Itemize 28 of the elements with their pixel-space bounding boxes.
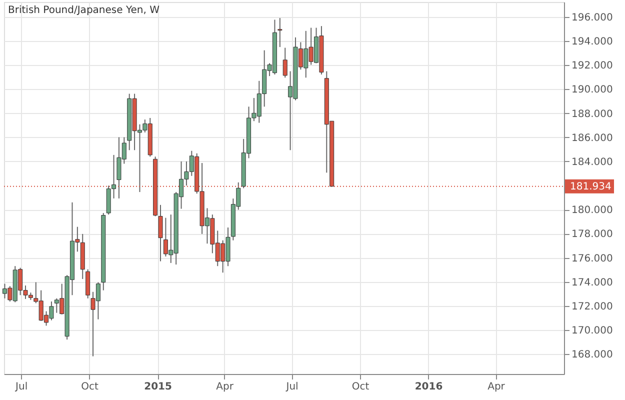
y-tick-label: 170.000 <box>572 326 613 337</box>
y-tick-label: 176.000 <box>572 253 613 264</box>
y-tick-label: 194.000 <box>572 36 613 48</box>
x-tick-label: Jul <box>285 382 298 392</box>
y-tick-label: 172.000 <box>572 301 613 312</box>
y-tick-label: 174.000 <box>572 277 613 288</box>
x-tick-label: Apr <box>216 382 234 392</box>
y-tick-label: 196.000 <box>572 12 613 24</box>
y-tick-label: 184.000 <box>572 156 613 168</box>
candlestick <box>86 268 90 299</box>
x-tick-label: Jul <box>14 382 28 392</box>
candlestick <box>282 47 288 78</box>
candlestick <box>158 204 163 262</box>
x-tick-label: Apr <box>488 382 506 392</box>
y-tick-label: 168.000 <box>572 350 613 361</box>
x-tick-label: 2016 <box>414 382 443 392</box>
chart-title: British Pound/Japanese Yen, W <box>8 5 160 16</box>
y-tick-label: 192.000 <box>572 60 613 72</box>
y-tick-label: 180.000 <box>572 205 613 216</box>
y-tick-label: 190.000 <box>572 84 613 96</box>
x-tick-label: Oct <box>81 382 99 392</box>
x-tick-label: Oct <box>352 382 370 392</box>
ref-line-label: 181.934 <box>570 181 612 192</box>
candlestick <box>278 18 282 48</box>
y-tick-label: 178.000 <box>572 229 613 240</box>
y-tick-label: 188.000 <box>572 108 613 120</box>
y-tick-label: 186.000 <box>572 132 613 144</box>
x-tick-label: 2015 <box>144 382 172 392</box>
